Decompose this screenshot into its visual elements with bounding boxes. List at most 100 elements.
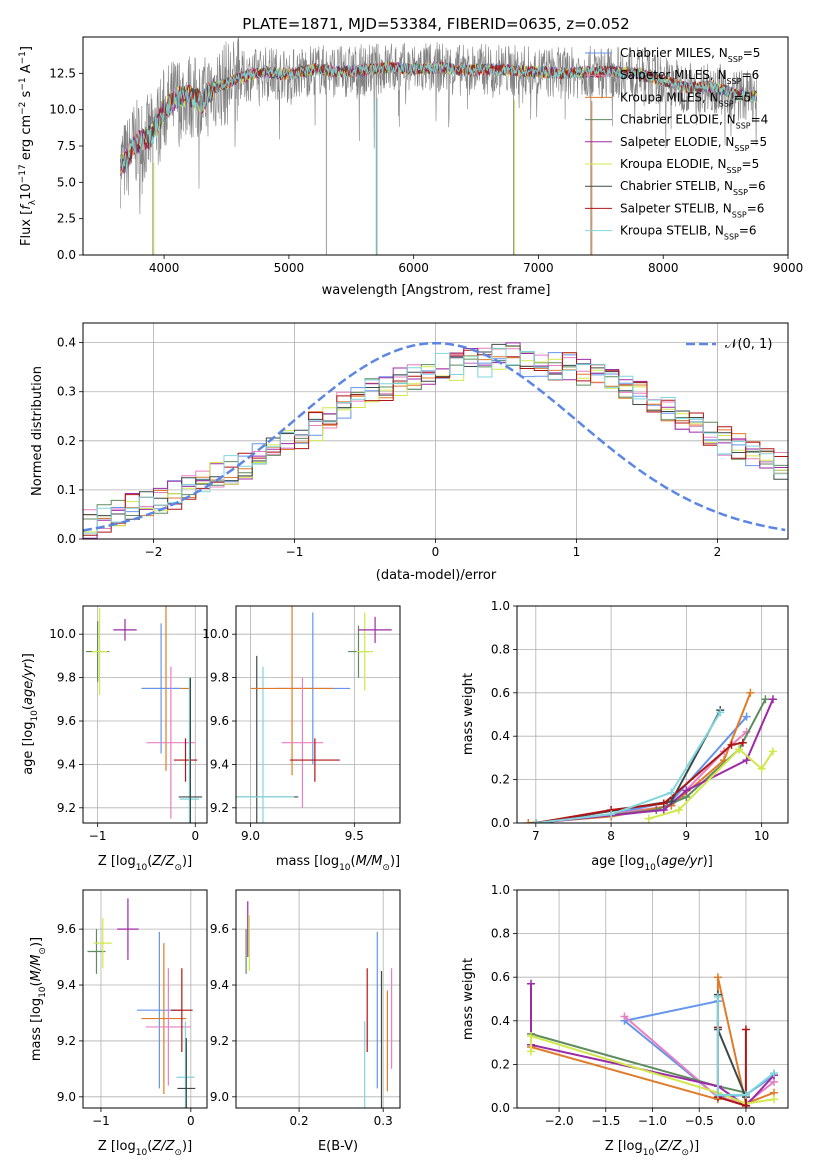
y-tick-label: 0.2	[491, 773, 510, 787]
x-tick-label: −1	[89, 829, 107, 843]
age-vs-mass-axes-marks	[236, 606, 392, 823]
legend-label-tail: =6	[739, 224, 757, 238]
legend-label-base: Kroupa STELIB, N	[620, 224, 724, 238]
spectrum-ylabel-part: −1	[18, 77, 28, 90]
y-tick-label: 0.6	[491, 970, 510, 984]
y-tick-label: 2.5	[57, 212, 76, 226]
legend-label-sub: SSP	[734, 143, 749, 152]
age-vs-z-axes-bg	[83, 606, 207, 823]
spectrum-ylabel-part: erg cm	[19, 115, 34, 164]
weight-marker	[524, 819, 533, 823]
y-tick-label: 0.4	[491, 1014, 510, 1028]
mass-vs-ebv-xlabel: E(B-V)	[318, 1139, 358, 1154]
x-tick-label: −2.0	[544, 1114, 573, 1128]
weight-marker	[713, 1090, 722, 1099]
spectrum-ylabel-part: −17	[18, 164, 28, 183]
mass-vs-z-xlabel: Z [log10(Z/Z⊙)]	[98, 1139, 192, 1158]
age-vs-mass-xlabel-part: ⊙	[382, 863, 390, 873]
spectrum-ylabel: Flux [fλ10−17 erg cm−2 s−1 A−1]	[18, 46, 38, 246]
y-tick-label: 9.6	[210, 922, 229, 936]
weight-vs-z-axes-marks	[527, 973, 778, 1108]
y-tick-label: 7.5	[57, 139, 76, 153]
legend-label-tail: =5	[742, 157, 760, 171]
age-vs-mass-xlabel-part: mass [log	[276, 854, 339, 869]
residuals-axes-marks	[83, 341, 788, 539]
legend-label-base: Salpeter ELODIE, N	[620, 135, 734, 149]
x-tick-label: 9.5	[345, 829, 364, 843]
legend-label-tail: =5	[734, 90, 752, 104]
weight-marker	[761, 695, 770, 704]
y-tick-label: 9.2	[57, 801, 76, 815]
y-tick-label: 0.2	[491, 1057, 510, 1071]
age-vs-z-ylabel: age [log10(age/yr)]	[21, 653, 40, 775]
spectrum-axes-marks	[119, 37, 758, 255]
weight-marker	[682, 786, 691, 795]
weight-marker	[769, 1095, 778, 1104]
spectrum-ylabel-part: ]	[19, 46, 34, 51]
residuals-ylabel: Normed distribution	[30, 366, 45, 496]
legend-label-sub: SSP	[732, 210, 747, 219]
age-vs-z-axes-frame	[82, 605, 208, 824]
y-tick-label: 9.6	[210, 714, 229, 728]
mass-vs-z-axes-marks	[87, 898, 196, 1108]
mass-vs-z-axes: −1 09.09.29.49.6Z [log10(Z/Z⊙)]mass [log1…	[29, 889, 208, 1158]
y-tick-label: 0.4	[57, 336, 76, 350]
y-tick-label: 9.0	[57, 1090, 76, 1104]
age-vs-mass-xlabel-part: 10	[339, 863, 351, 873]
age-vs-z-xlabel-part: Z/Z	[151, 854, 175, 869]
weight-marker	[741, 1025, 750, 1034]
plots-layer: 4000 5000 6000 7000 8000 90000.02.55.07.510.0…	[18, 36, 803, 1158]
weight-vs-age-xlabel: age [log10(age/yr)]	[591, 854, 713, 873]
legend-label-base: Salpeter MILES, N	[620, 68, 727, 82]
x-tick-label: 4000	[149, 261, 180, 275]
weight-marker	[713, 973, 722, 982]
spectrum-ylabel-part: −2	[18, 102, 28, 115]
x-tick-label: 0.2	[290, 1114, 309, 1128]
weight-vs-z-xlabel-part: )]	[689, 1139, 699, 1154]
x-tick-label: −1	[92, 1114, 110, 1128]
weight-marker	[768, 695, 777, 704]
legend-label-tail: =4	[751, 113, 769, 127]
y-tick-label: 9.8	[210, 671, 229, 685]
gaussian-curve	[83, 341, 786, 532]
mass-vs-z-xlabel-part: Z/Z	[151, 1139, 175, 1154]
legend-label: Salpeter STELIB, NSSP=6	[620, 201, 764, 219]
x-tick-label: 0	[432, 545, 440, 559]
y-tick-label: 0.0	[57, 248, 76, 262]
mass-vs-z-ylabel-part: (	[29, 981, 44, 986]
legend-label: Kroupa STELIB, NSSP=6	[620, 224, 757, 242]
spectrum-model-line	[119, 61, 757, 172]
weight-marker	[769, 1069, 778, 1078]
weight-marker	[527, 1032, 536, 1041]
age-vs-z-axes: −1 09.29.49.69.810.0Z [log10(Z/Z⊙)]age [l…	[21, 605, 208, 873]
legend-label-base: Kroupa ELODIE, N	[620, 157, 727, 171]
figure-title: PLATE=1871, MJD=53384, FIBERID=0635, z=0…	[242, 15, 629, 33]
weight-marker	[757, 764, 766, 773]
weight-line	[535, 711, 722, 823]
y-tick-label: 9.4	[210, 757, 229, 771]
weight-marker	[742, 712, 751, 721]
legend-label-tail: =6	[742, 68, 760, 82]
y-tick-label: 0.1	[57, 483, 76, 497]
mass-vs-z-xlabel-part: 10	[136, 1148, 148, 1158]
legend-label-tail: =5	[743, 46, 761, 60]
weight-vs-age-axes-frame	[516, 605, 789, 824]
legend-label-base: Chabrier ELODIE, N	[620, 113, 736, 127]
weight-vs-z-axes: −2.0 −1.5 −1.0 −0.5 0.0 0.0 0.2 0.4 0.6 0.8 1.0 Z […	[461, 883, 789, 1158]
y-tick-label: 9.4	[57, 757, 76, 771]
weight-marker	[659, 799, 668, 808]
age-vs-z-xlabel-part: Z [log	[98, 854, 136, 869]
weight-vs-z-xlabel-part: ⊙	[681, 1148, 689, 1158]
legend-label: Salpeter ELODIE, NSSP=5	[620, 135, 767, 153]
mass-vs-z-axes-frame	[82, 889, 208, 1109]
y-tick-label: 10.0	[49, 103, 76, 117]
y-tick-label: 1.0	[491, 883, 510, 897]
weight-marker	[527, 979, 536, 988]
legend-label-base: Kroupa MILES, N	[620, 90, 719, 104]
spectrum-ylabel-part: −1	[18, 51, 28, 64]
x-tick-label: −1.0	[638, 1114, 667, 1128]
y-tick-label: 0.0	[491, 1101, 510, 1115]
legend-label: Salpeter MILES, NSSP=6	[620, 68, 759, 86]
